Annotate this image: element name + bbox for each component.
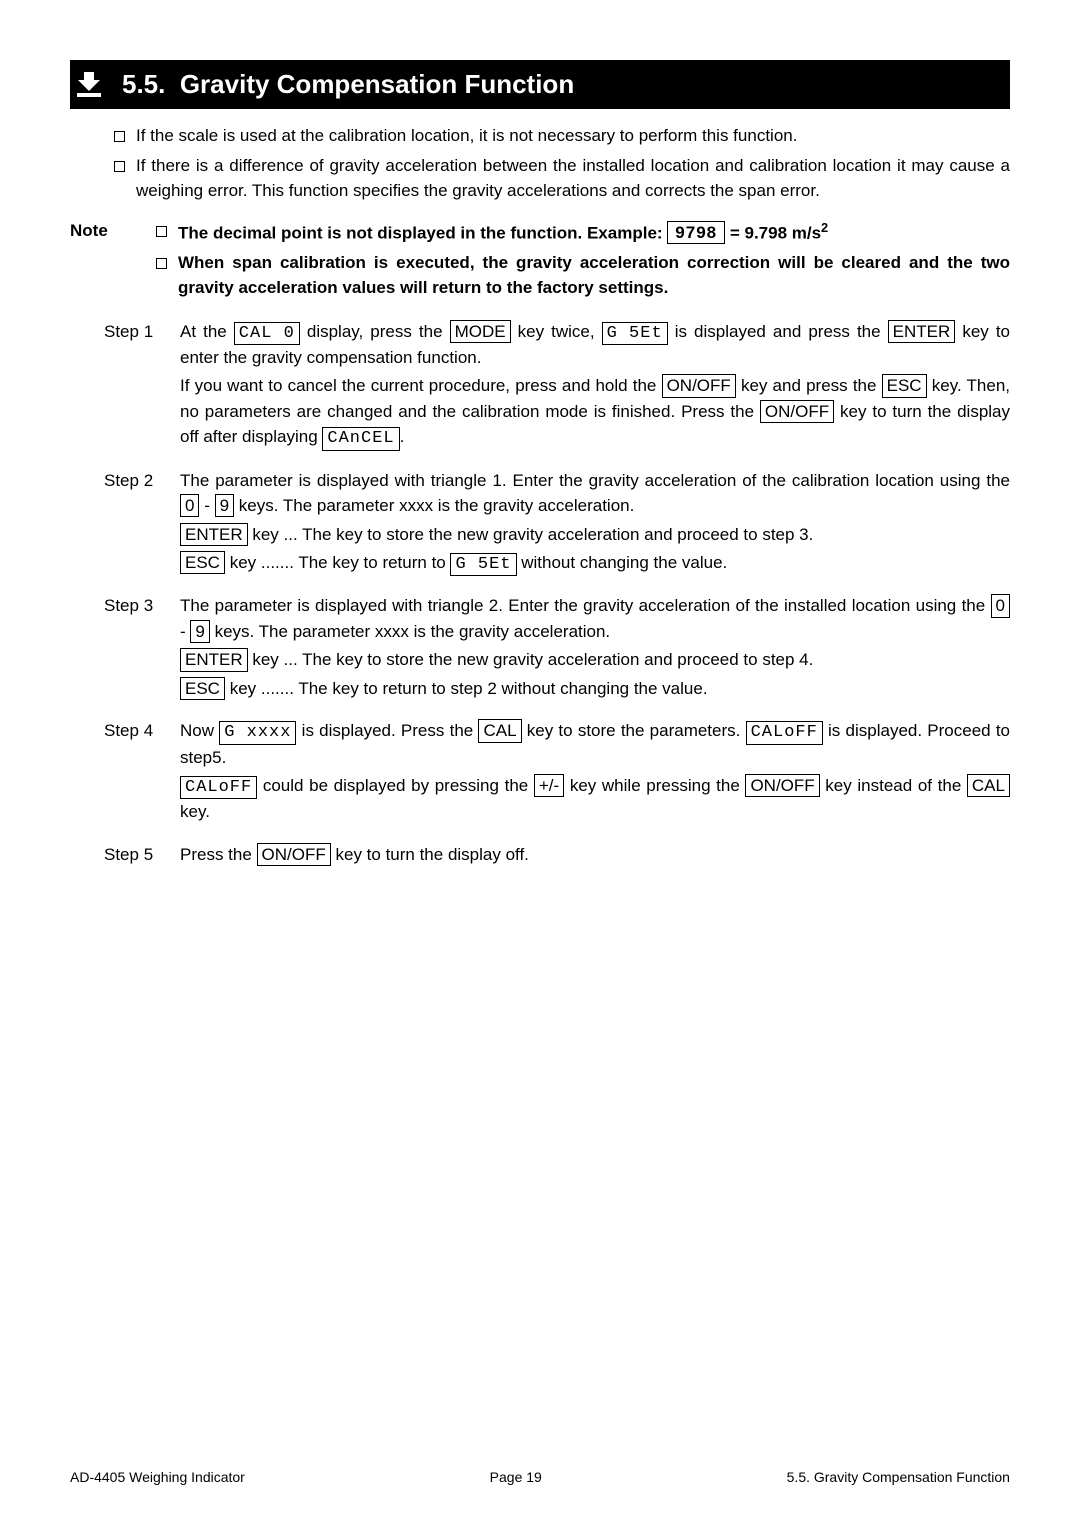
- footer-left: AD-4405 Weighing Indicator: [70, 1467, 245, 1488]
- s3p1b: -: [180, 622, 190, 641]
- key-cal-2: CAL: [967, 774, 1010, 797]
- note1-pre: The decimal point is not displayed in th…: [178, 223, 667, 242]
- step-1: Step 1 At the CAL 0 display, press the M…: [104, 319, 1010, 454]
- step-5: Step 5 Press the ON/OFF key to turn the …: [104, 842, 1010, 871]
- key-pm: +/-: [534, 774, 564, 797]
- note1-post: = 9.798 m/s: [725, 223, 821, 242]
- step-3-body: The parameter is displayed with triangle…: [180, 593, 1010, 704]
- note-bullet-1: The decimal point is not displayed in th…: [156, 218, 1010, 246]
- seg-cal0: CAL 0: [234, 322, 300, 345]
- key-enter-1: ENTER: [888, 320, 956, 343]
- download-icon-box: [70, 60, 108, 109]
- key-onoff-3: ON/OFF: [745, 774, 819, 797]
- intro-bullet-1: If the scale is used at the calibration …: [114, 123, 1010, 149]
- seg-caloff: CALoFF: [746, 721, 823, 744]
- key-0: 0: [180, 494, 199, 517]
- s1p2a: If you want to cancel the current proced…: [180, 376, 662, 395]
- s2p1a: The parameter is displayed with triangle…: [180, 471, 1010, 490]
- step-4: Step 4 Now G xxxx is displayed. Press th…: [104, 718, 1010, 828]
- section-title: 5.5. Gravity Compensation Function: [108, 60, 1010, 109]
- footer-center: Page 19: [490, 1467, 542, 1488]
- s1p1a: At the: [180, 322, 234, 341]
- step-2-body: The parameter is displayed with triangle…: [180, 468, 1010, 580]
- value-box-9798: 9798: [667, 221, 725, 244]
- step-5-label: Step 5: [104, 842, 180, 871]
- s3l1a: key ... The key to store the new gravity…: [248, 650, 814, 669]
- step-2: Step 2 The parameter is displayed with t…: [104, 468, 1010, 580]
- s1p2b: key and press the: [736, 376, 882, 395]
- seg-gset-2: G 5Et: [450, 553, 516, 576]
- step-1-body: At the CAL 0 display, press the MODE key…: [180, 319, 1010, 454]
- footer-right: 5.5. Gravity Compensation Function: [787, 1467, 1010, 1488]
- key-mode: MODE: [450, 320, 511, 343]
- s2l1a: key ... The key to store the new gravity…: [248, 525, 814, 544]
- key-9-b: 9: [190, 620, 209, 643]
- s1p1b: display, press the: [300, 322, 450, 341]
- key-esc-2: ESC: [180, 551, 225, 574]
- key-esc-1: ESC: [882, 374, 927, 397]
- s1p1d: is displayed and press the: [668, 322, 888, 341]
- key-onoff-1: ON/OFF: [662, 374, 736, 397]
- step-4-body: Now G xxxx is displayed. Press the CAL k…: [180, 718, 1010, 828]
- key-cal: CAL: [478, 719, 521, 742]
- step-3: Step 3 The parameter is displayed with t…: [104, 593, 1010, 704]
- s4p2d: key.: [180, 802, 210, 821]
- key-0-b: 0: [991, 594, 1010, 617]
- seg-gset: G 5Et: [602, 322, 668, 345]
- key-onoff-2: ON/OFF: [760, 400, 834, 423]
- arrow-down-bar-icon: [75, 70, 103, 100]
- page-footer: AD-4405 Weighing Indicator Page 19 5.5. …: [70, 1467, 1010, 1488]
- s1p2e: .: [400, 427, 405, 446]
- s1p1c: key twice,: [511, 322, 602, 341]
- s3p1a: The parameter is displayed with triangle…: [180, 596, 991, 615]
- s4p1b: is displayed. Press the: [296, 721, 478, 740]
- note-body: The decimal point is not displayed in th…: [156, 218, 1010, 305]
- s2l2a: key ....... The key to return to: [225, 553, 451, 572]
- key-onoff-4: ON/OFF: [257, 843, 331, 866]
- section-title-row: 5.5. Gravity Compensation Function: [70, 60, 1010, 109]
- step-2-label: Step 2: [104, 468, 180, 580]
- s5p1a: Press the: [180, 845, 257, 864]
- s2p1c: keys. The parameter xxxx is the gravity …: [234, 496, 634, 515]
- s2l2b: without changing the value.: [517, 553, 728, 572]
- section-number: 5.5.: [122, 65, 165, 104]
- s4p1c: key to store the parameters.: [522, 721, 746, 740]
- s2p1b: -: [199, 496, 214, 515]
- step-4-label: Step 4: [104, 718, 180, 828]
- key-esc-3: ESC: [180, 677, 225, 700]
- s4p2c: key instead of the: [820, 776, 967, 795]
- s3l2a: key ....... The key to return to step 2 …: [225, 679, 708, 698]
- step-3-label: Step 3: [104, 593, 180, 704]
- note-bullet-2: When span calibration is executed, the g…: [156, 250, 1010, 301]
- intro-bullets: If the scale is used at the calibration …: [114, 123, 1010, 204]
- note-block: Note The decimal point is not displayed …: [70, 218, 1010, 305]
- step-5-body: Press the ON/OFF key to turn the display…: [180, 842, 1010, 871]
- seg-gxxxx: G xxxx: [219, 721, 296, 744]
- s5p1b: key to turn the display off.: [331, 845, 529, 864]
- section-title-text: Gravity Compensation Function: [180, 65, 574, 104]
- key-enter-3: ENTER: [180, 648, 248, 671]
- s4p1a: Now: [180, 721, 219, 740]
- s3p1c: keys. The parameter xxxx is the gravity …: [210, 622, 610, 641]
- s4p2b: key while pressing the: [564, 776, 745, 795]
- intro-bullet-2: If there is a difference of gravity acce…: [114, 153, 1010, 204]
- key-enter-2: ENTER: [180, 523, 248, 546]
- key-9: 9: [215, 494, 234, 517]
- step-1-label: Step 1: [104, 319, 180, 454]
- note1-exp: 2: [821, 220, 828, 235]
- note-label: Note: [70, 218, 156, 305]
- s4p2a: could be displayed by pressing the: [257, 776, 534, 795]
- seg-cancel: CAnCEL: [322, 427, 399, 450]
- seg-caloff-2: CALoFF: [180, 776, 257, 799]
